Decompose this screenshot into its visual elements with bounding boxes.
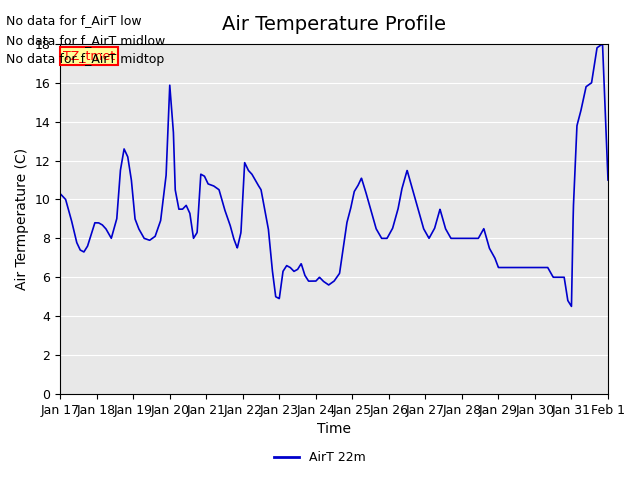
Text: No data for f_AirT midlow: No data for f_AirT midlow <box>6 34 166 47</box>
Text: No data for f_AirT midtop: No data for f_AirT midtop <box>6 53 164 66</box>
Legend: AirT 22m: AirT 22m <box>269 446 371 469</box>
Y-axis label: Air Termperature (C): Air Termperature (C) <box>15 148 29 290</box>
Title: Air Temperature Profile: Air Temperature Profile <box>222 15 446 34</box>
Text: No data for f_AirT low: No data for f_AirT low <box>6 14 142 27</box>
Text: TZ_tmet: TZ_tmet <box>63 49 115 62</box>
X-axis label: Time: Time <box>317 422 351 436</box>
